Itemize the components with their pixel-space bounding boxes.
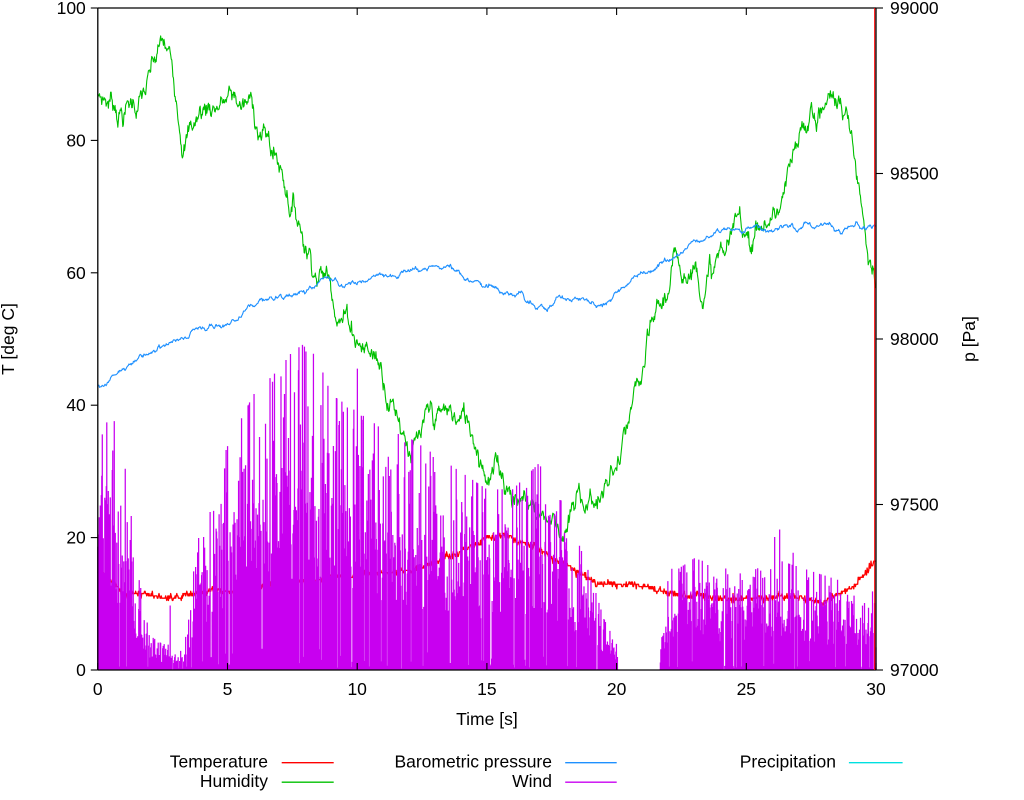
svg-text:97500: 97500 [890,495,939,515]
svg-text:Time [s]: Time [s] [456,709,518,729]
svg-text:99000: 99000 [890,0,939,18]
svg-text:5: 5 [223,679,233,699]
svg-text:p [Pa]: p [Pa] [959,316,979,362]
svg-text:25: 25 [737,679,756,699]
svg-text:Temperature: Temperature [170,752,268,772]
svg-text:97000: 97000 [890,660,939,680]
svg-text:T [deg C]: T [deg C] [0,303,18,375]
svg-text:98500: 98500 [890,164,939,184]
svg-text:20: 20 [607,679,627,699]
svg-text:Wind: Wind [512,771,552,791]
svg-text:Precipitation: Precipitation [740,752,836,772]
svg-text:60: 60 [66,263,86,283]
svg-text:40: 40 [66,395,86,415]
svg-text:100: 100 [57,0,86,18]
svg-text:20: 20 [66,528,86,548]
svg-text:0: 0 [93,679,103,699]
svg-text:98000: 98000 [890,329,939,349]
svg-text:Barometric pressure: Barometric pressure [394,752,552,772]
svg-text:10: 10 [347,679,367,699]
svg-text:0: 0 [76,660,86,680]
svg-text:80: 80 [66,130,86,150]
svg-text:Humidity: Humidity [200,771,268,791]
svg-text:15: 15 [477,679,496,699]
svg-text:30: 30 [866,679,886,699]
